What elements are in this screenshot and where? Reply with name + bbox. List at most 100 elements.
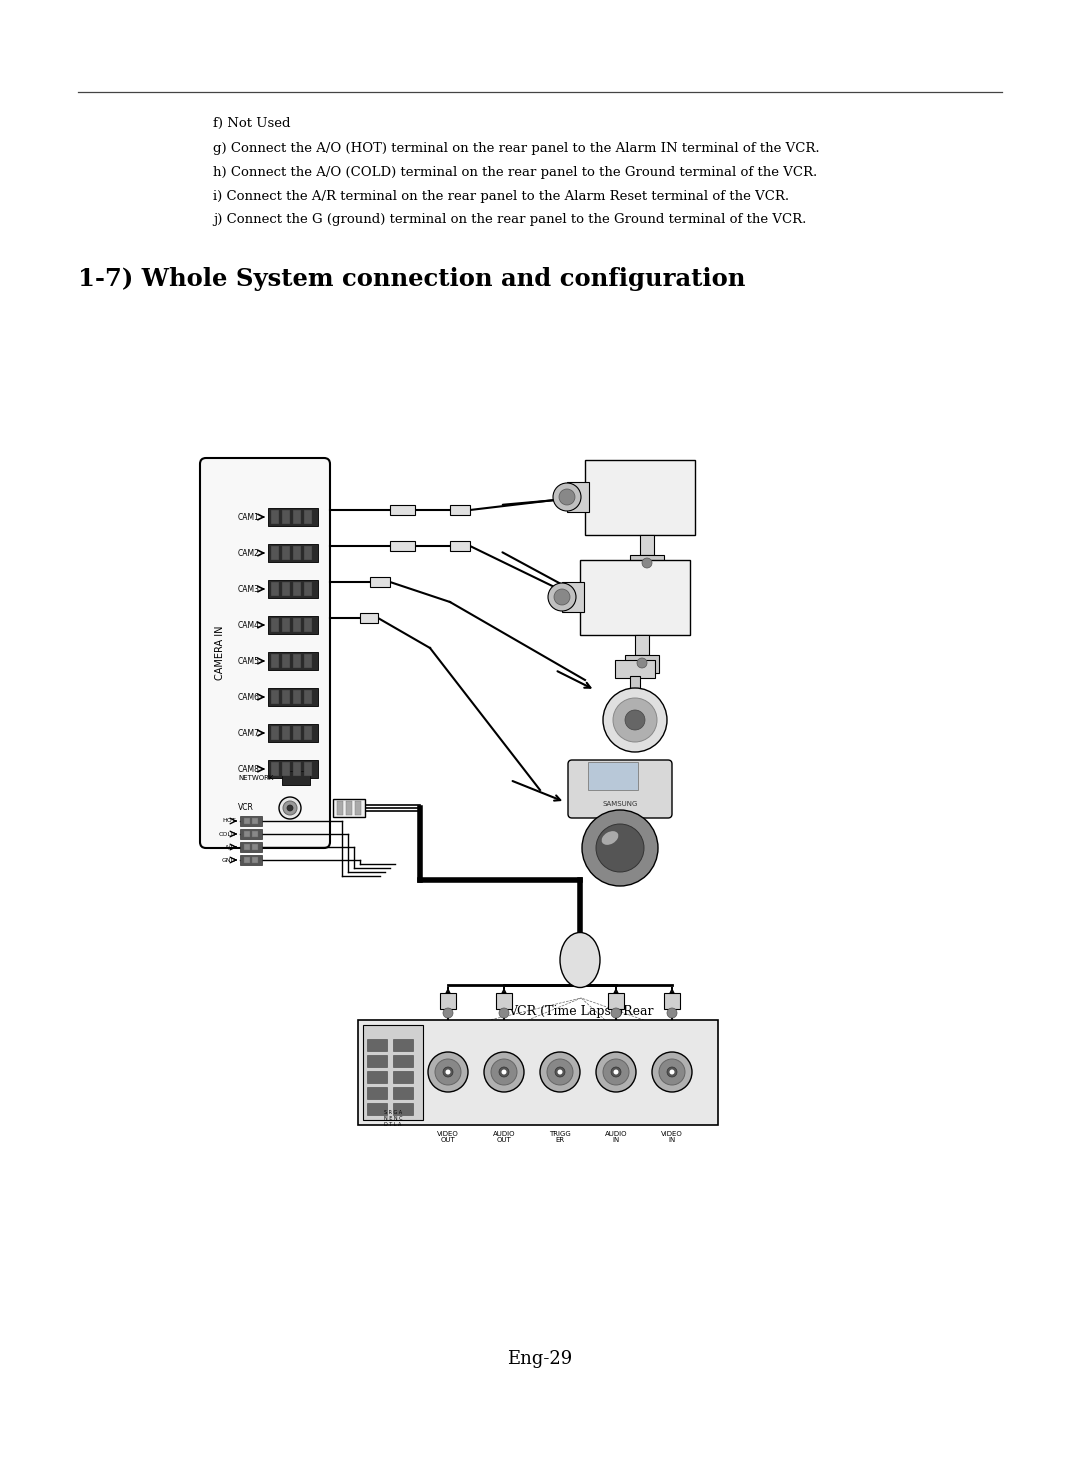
Bar xyxy=(585,459,696,535)
Bar xyxy=(252,845,258,851)
Text: CAMERA IN: CAMERA IN xyxy=(215,625,225,680)
Bar xyxy=(337,800,343,815)
Text: h) Connect the A/O (COLD) terminal on the rear panel to the Ground terminal of t: h) Connect the A/O (COLD) terminal on th… xyxy=(213,166,816,179)
Circle shape xyxy=(596,1052,636,1092)
Circle shape xyxy=(435,1060,461,1085)
Text: CAM4: CAM4 xyxy=(238,621,260,630)
FancyBboxPatch shape xyxy=(200,458,330,848)
Bar xyxy=(303,691,312,704)
Bar xyxy=(333,799,365,817)
Text: CAM3: CAM3 xyxy=(238,584,260,593)
Bar xyxy=(240,855,262,865)
FancyBboxPatch shape xyxy=(568,760,672,818)
Bar xyxy=(293,691,301,704)
Text: i) Connect the A/R terminal on the rear panel to the Alarm Reset terminal of the: i) Connect the A/R terminal on the rear … xyxy=(213,190,788,203)
Bar xyxy=(268,544,318,562)
Circle shape xyxy=(667,1008,677,1018)
Text: TRIGG
ER: TRIGG ER xyxy=(549,1131,571,1144)
Bar xyxy=(496,993,512,1009)
Text: NETWORK: NETWORK xyxy=(238,775,273,781)
Bar xyxy=(268,652,318,670)
Bar xyxy=(282,618,291,631)
Circle shape xyxy=(443,1008,453,1018)
Bar xyxy=(282,762,291,777)
Circle shape xyxy=(667,1067,677,1077)
Bar xyxy=(268,725,318,742)
Bar xyxy=(367,1039,387,1051)
Bar xyxy=(390,541,415,551)
Ellipse shape xyxy=(561,932,600,987)
Circle shape xyxy=(283,800,297,815)
Text: g) Connect the A/O (HOT) terminal on the rear panel to the Alarm IN terminal of : g) Connect the A/O (HOT) terminal on the… xyxy=(213,142,820,156)
Bar xyxy=(450,541,470,551)
Bar xyxy=(244,831,249,837)
Bar xyxy=(357,1020,718,1125)
Text: AUDIO
IN: AUDIO IN xyxy=(605,1131,627,1144)
Bar xyxy=(588,762,638,790)
Bar xyxy=(252,857,258,863)
Bar xyxy=(293,618,301,631)
Circle shape xyxy=(499,1008,509,1018)
Bar xyxy=(271,618,279,631)
Text: Eng-29: Eng-29 xyxy=(508,1350,572,1368)
Bar xyxy=(367,1103,387,1114)
Bar xyxy=(367,1071,387,1083)
Text: CAM5: CAM5 xyxy=(238,657,260,665)
Bar xyxy=(293,726,301,740)
Circle shape xyxy=(611,1008,621,1018)
Circle shape xyxy=(582,811,658,886)
Bar xyxy=(370,576,390,587)
Bar xyxy=(630,554,664,574)
Bar xyxy=(252,818,258,824)
Bar xyxy=(271,582,279,596)
Bar xyxy=(271,510,279,525)
Bar xyxy=(282,771,310,785)
Text: A/R: A/R xyxy=(226,845,237,849)
Circle shape xyxy=(555,1067,565,1077)
Bar xyxy=(268,579,318,599)
Text: VIDEO
IN: VIDEO IN xyxy=(661,1131,683,1144)
Bar xyxy=(393,1039,413,1051)
Text: 1-7) Whole System connection and configuration: 1-7) Whole System connection and configu… xyxy=(78,267,745,290)
Bar xyxy=(567,482,589,511)
Text: CAM6: CAM6 xyxy=(238,692,260,701)
Circle shape xyxy=(446,1070,450,1074)
Bar xyxy=(293,762,301,777)
Circle shape xyxy=(548,582,576,611)
Bar xyxy=(293,545,301,560)
Ellipse shape xyxy=(602,831,619,845)
Bar xyxy=(608,993,624,1009)
Bar xyxy=(450,505,470,516)
Bar xyxy=(271,691,279,704)
Bar xyxy=(303,762,312,777)
Bar xyxy=(393,1071,413,1083)
Bar xyxy=(271,726,279,740)
Bar xyxy=(268,760,318,778)
Text: S R G A
N E N C
D T L A: S R G A N E N C D T L A xyxy=(383,1110,402,1126)
Bar xyxy=(282,510,291,525)
Bar xyxy=(271,762,279,777)
Bar xyxy=(303,510,312,525)
Bar xyxy=(635,634,649,655)
Circle shape xyxy=(484,1052,524,1092)
Circle shape xyxy=(637,658,647,668)
Text: HOT: HOT xyxy=(222,818,237,824)
Circle shape xyxy=(596,824,644,871)
Circle shape xyxy=(642,559,652,568)
Bar xyxy=(640,535,654,554)
Bar xyxy=(664,993,680,1009)
Circle shape xyxy=(625,710,645,731)
Text: COLD: COLD xyxy=(218,831,237,836)
Bar xyxy=(282,545,291,560)
Bar xyxy=(580,560,690,634)
Bar xyxy=(303,618,312,631)
Bar xyxy=(625,655,659,673)
Circle shape xyxy=(611,1067,621,1077)
Circle shape xyxy=(659,1060,685,1085)
Bar xyxy=(271,654,279,668)
Circle shape xyxy=(652,1052,692,1092)
Circle shape xyxy=(279,797,301,820)
Bar xyxy=(282,582,291,596)
Circle shape xyxy=(557,1070,563,1074)
Text: VCR (Time Lapse)Rear: VCR (Time Lapse)Rear xyxy=(509,1005,654,1018)
